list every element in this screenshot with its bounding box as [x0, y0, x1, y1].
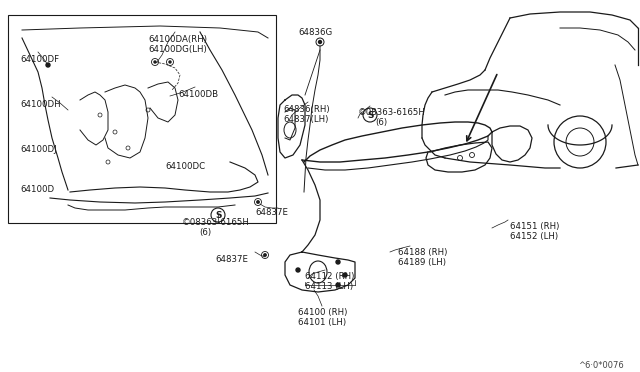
Text: 64837E: 64837E	[255, 208, 288, 217]
Text: 64113 (LH): 64113 (LH)	[305, 282, 353, 291]
Text: (6): (6)	[199, 228, 211, 237]
Text: ©08363-6165H: ©08363-6165H	[358, 108, 426, 117]
Text: 64836(RH): 64836(RH)	[283, 105, 330, 114]
Text: 64836G: 64836G	[298, 28, 332, 37]
Text: 64837E: 64837E	[215, 255, 248, 264]
Text: 64189 (LH): 64189 (LH)	[398, 258, 446, 267]
Text: 64100D: 64100D	[20, 185, 54, 194]
Bar	[8, 15, 276, 223]
Circle shape	[343, 273, 347, 277]
Circle shape	[154, 61, 156, 63]
Text: 64151 (RH): 64151 (RH)	[510, 222, 559, 231]
Text: 64152 (LH): 64152 (LH)	[510, 232, 558, 241]
Circle shape	[336, 283, 340, 287]
Text: 64101 (LH): 64101 (LH)	[298, 318, 346, 327]
Circle shape	[296, 268, 300, 272]
Text: S: S	[367, 112, 374, 121]
Text: 64100DG(LH): 64100DG(LH)	[148, 45, 207, 54]
Text: 64100 (RH): 64100 (RH)	[298, 308, 348, 317]
Text: ©08363-6165H: ©08363-6165H	[182, 218, 250, 227]
Circle shape	[336, 260, 340, 264]
Text: 64100DC: 64100DC	[165, 162, 205, 171]
Text: 64837(LH): 64837(LH)	[283, 115, 328, 124]
Text: 64100DJ: 64100DJ	[20, 145, 56, 154]
Circle shape	[46, 63, 50, 67]
Text: 64100DF: 64100DF	[20, 55, 59, 64]
Text: 64100DA(RH): 64100DA(RH)	[148, 35, 207, 44]
Text: ^6·0*0076: ^6·0*0076	[578, 361, 624, 370]
Circle shape	[319, 41, 321, 44]
Text: 64100DH: 64100DH	[20, 100, 61, 109]
Text: 64188 (RH): 64188 (RH)	[398, 248, 447, 257]
Text: 64112 (RH): 64112 (RH)	[305, 272, 355, 281]
Text: S: S	[216, 212, 222, 221]
Circle shape	[169, 61, 171, 63]
Text: 64100DB: 64100DB	[178, 90, 218, 99]
Circle shape	[257, 201, 259, 203]
Circle shape	[264, 254, 266, 256]
Text: (6): (6)	[375, 118, 387, 127]
